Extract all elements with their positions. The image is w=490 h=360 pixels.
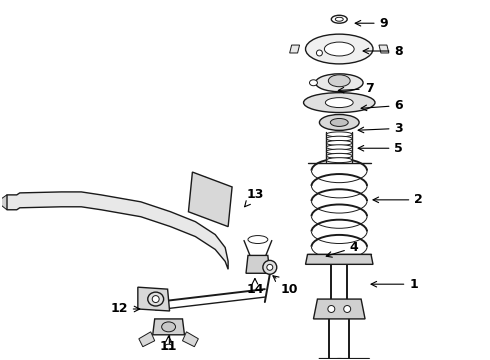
Text: 11: 11 [160, 336, 177, 353]
Ellipse shape [152, 296, 159, 302]
Text: 3: 3 [358, 122, 403, 135]
Ellipse shape [328, 75, 350, 87]
Ellipse shape [326, 145, 352, 150]
Ellipse shape [267, 264, 273, 270]
Text: 8: 8 [363, 45, 403, 58]
Ellipse shape [316, 74, 363, 92]
Ellipse shape [328, 306, 335, 312]
Text: 4: 4 [326, 241, 359, 257]
Ellipse shape [319, 114, 359, 130]
Ellipse shape [326, 132, 352, 137]
Ellipse shape [335, 17, 343, 21]
Text: 14: 14 [246, 279, 264, 296]
Ellipse shape [303, 93, 375, 113]
Ellipse shape [326, 136, 352, 141]
Text: 2: 2 [373, 193, 423, 206]
Ellipse shape [343, 306, 351, 312]
Polygon shape [153, 319, 184, 335]
Ellipse shape [165, 344, 172, 349]
Ellipse shape [310, 80, 318, 86]
Ellipse shape [263, 260, 277, 274]
Polygon shape [0, 195, 7, 210]
Ellipse shape [326, 153, 352, 158]
Ellipse shape [326, 149, 352, 154]
Polygon shape [182, 332, 198, 347]
Polygon shape [246, 255, 270, 273]
Ellipse shape [162, 322, 175, 332]
Ellipse shape [325, 98, 353, 108]
Polygon shape [189, 172, 232, 227]
Ellipse shape [248, 235, 268, 243]
Polygon shape [7, 192, 228, 269]
Text: 1: 1 [371, 278, 418, 291]
Text: 6: 6 [361, 99, 403, 112]
Ellipse shape [331, 15, 347, 23]
Text: 5: 5 [358, 142, 403, 155]
Polygon shape [138, 287, 170, 311]
Polygon shape [306, 255, 373, 264]
Polygon shape [315, 359, 394, 360]
Ellipse shape [317, 50, 322, 56]
Ellipse shape [324, 42, 354, 56]
Text: 7: 7 [338, 82, 373, 95]
Polygon shape [379, 45, 389, 53]
Polygon shape [290, 45, 299, 53]
Polygon shape [139, 332, 155, 347]
Ellipse shape [330, 118, 348, 126]
Ellipse shape [326, 140, 352, 145]
Text: 12: 12 [110, 302, 140, 315]
Ellipse shape [326, 158, 352, 163]
Text: 10: 10 [273, 276, 298, 296]
Ellipse shape [306, 34, 373, 64]
Text: 9: 9 [355, 17, 388, 30]
Ellipse shape [148, 292, 164, 306]
Ellipse shape [328, 359, 350, 360]
Polygon shape [314, 299, 365, 319]
Text: 13: 13 [245, 188, 264, 207]
